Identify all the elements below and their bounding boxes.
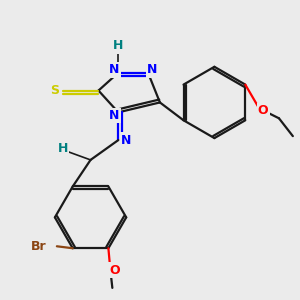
- Text: H: H: [113, 40, 124, 52]
- Text: N: N: [109, 109, 119, 122]
- Text: Br: Br: [31, 240, 47, 253]
- Text: N: N: [147, 63, 157, 76]
- Text: N: N: [121, 134, 131, 147]
- Text: O: O: [109, 264, 120, 277]
- Text: H: H: [58, 142, 68, 154]
- Text: S: S: [50, 84, 59, 97]
- Text: N: N: [109, 63, 119, 76]
- Text: O: O: [258, 104, 268, 117]
